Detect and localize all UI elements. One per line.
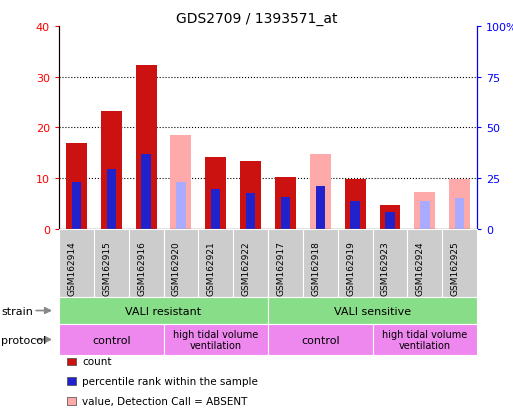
Text: strain: strain — [1, 306, 33, 316]
Bar — [240, 162, 261, 229]
Text: GSM162923: GSM162923 — [381, 241, 390, 295]
Text: control: control — [92, 335, 131, 345]
Text: VALI sensitive: VALI sensitive — [334, 306, 411, 316]
Bar — [420, 202, 429, 229]
Bar — [176, 183, 186, 229]
Text: GSM162921: GSM162921 — [207, 241, 216, 295]
Text: protocol: protocol — [1, 335, 46, 345]
Text: high tidal volume
ventilation: high tidal volume ventilation — [173, 329, 259, 351]
Bar — [315, 186, 325, 229]
Bar — [211, 190, 221, 229]
Bar — [380, 205, 401, 229]
Bar — [345, 180, 366, 229]
Text: GSM162919: GSM162919 — [346, 240, 355, 295]
Text: GDS2709 / 1393571_at: GDS2709 / 1393571_at — [176, 12, 337, 26]
Bar — [310, 154, 331, 229]
Bar — [101, 112, 122, 229]
Text: GSM162914: GSM162914 — [67, 241, 76, 295]
Text: control: control — [301, 335, 340, 345]
Text: GSM162922: GSM162922 — [242, 241, 251, 295]
Bar — [350, 202, 360, 229]
Text: value, Detection Call = ABSENT: value, Detection Call = ABSENT — [82, 396, 247, 406]
Text: high tidal volume
ventilation: high tidal volume ventilation — [382, 329, 467, 351]
Text: VALI resistant: VALI resistant — [126, 306, 202, 316]
Bar — [107, 170, 116, 229]
Bar — [415, 193, 435, 229]
Bar — [170, 135, 191, 229]
Text: count: count — [82, 356, 112, 366]
Text: GSM162916: GSM162916 — [137, 240, 146, 295]
Bar — [142, 154, 151, 229]
Text: GSM162918: GSM162918 — [311, 240, 320, 295]
Bar — [246, 194, 255, 229]
Bar — [72, 183, 81, 229]
Bar — [449, 180, 470, 229]
Text: GSM162915: GSM162915 — [102, 240, 111, 295]
Text: GSM162917: GSM162917 — [277, 240, 285, 295]
Bar — [281, 198, 290, 229]
Bar — [385, 213, 394, 229]
Bar — [205, 157, 226, 229]
Bar — [135, 66, 156, 229]
Bar — [315, 190, 325, 229]
Text: GSM162920: GSM162920 — [172, 241, 181, 295]
Bar — [455, 199, 464, 229]
Text: GSM162924: GSM162924 — [416, 241, 425, 295]
Text: percentile rank within the sample: percentile rank within the sample — [82, 376, 258, 386]
Bar — [275, 177, 296, 229]
Text: GSM162925: GSM162925 — [450, 241, 460, 295]
Bar — [66, 143, 87, 229]
